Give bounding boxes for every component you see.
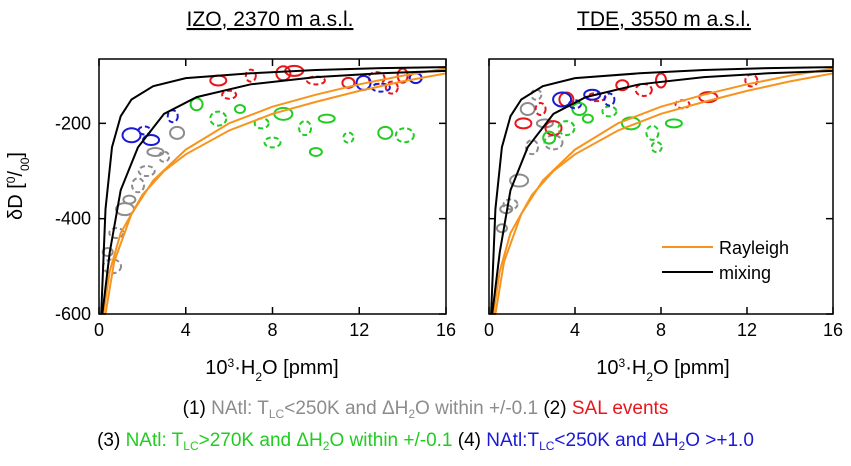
point-series-2-7 (342, 131, 355, 144)
point-series-0-1 (108, 226, 125, 239)
y-axis-label: δD [0/00] (4, 152, 32, 220)
point-series-2-10 (308, 146, 323, 157)
point-series-0-0 (495, 223, 508, 234)
point-series-3-0 (552, 91, 573, 108)
point-series-3-0 (121, 127, 142, 144)
point-series-1-1 (244, 68, 257, 83)
point-series-1-7 (221, 89, 238, 100)
point-series-1-4 (615, 79, 630, 92)
point-series-0-5 (530, 88, 543, 101)
point-series-2-0 (189, 97, 204, 112)
point-series-0-6 (519, 102, 536, 117)
point-series-0-3 (131, 177, 146, 194)
point-series-2-7 (650, 141, 663, 154)
point-series-2-3 (601, 105, 618, 118)
point-series-3-1 (568, 99, 582, 110)
x-tick-label: 16 (436, 320, 456, 340)
y-tick-label: -600 (55, 304, 91, 324)
point-series-2-5 (645, 124, 660, 141)
x-tick-label: 0 (484, 320, 494, 340)
curve-mixing-2 (100, 66, 446, 314)
curve-mixing-2 (490, 66, 833, 314)
point-series-2-2 (233, 104, 246, 115)
legend: Rayleigh mixing (662, 238, 789, 283)
point-series-2-5 (298, 120, 313, 137)
point-series-3-2 (583, 88, 602, 101)
caption-line-2: (3) NAtl: TLC>270K and ΔH2O within +/-0.… (97, 430, 754, 453)
curve-rayleigh-0 (102, 72, 446, 314)
point-series-2-8 (571, 102, 588, 117)
point-series-0-3 (525, 139, 539, 156)
point-series-2-2 (581, 113, 594, 124)
x-axis-label: 103·H2O [pmm] (596, 356, 729, 384)
point-series-1-8 (698, 91, 719, 104)
x-tick-label: 4 (181, 320, 191, 340)
y-tick-label: -200 (55, 113, 91, 133)
point-series-1-0 (514, 117, 533, 130)
curve-rayleigh-1 (104, 67, 446, 314)
point-series-2-0 (542, 130, 557, 145)
point-series-1-5 (634, 82, 653, 97)
point-series-0-1 (502, 198, 519, 211)
curve-rayleigh-1 (494, 67, 833, 314)
point-series-0-6 (169, 125, 186, 140)
point-series-2-6 (664, 118, 683, 129)
panel-tde: TDE, 3550 m a.s.l. 0 4 8 12 16 103·H2O [pmm]… (484, 8, 843, 384)
legend-label-mixing: mixing (719, 263, 771, 283)
point-series-0-5 (158, 150, 171, 163)
point-series-2-6 (317, 113, 336, 124)
legend-label-rayleigh: Rayleigh (719, 238, 789, 258)
point-series-1-6 (655, 72, 667, 89)
point-series-2-8 (377, 125, 394, 140)
point-series-2-1 (557, 120, 576, 137)
point-series-2-11 (263, 136, 282, 149)
point-series-1-1 (534, 102, 547, 117)
panel-title: TDE, 3550 m a.s.l. (577, 8, 751, 31)
point-series-0-2 (509, 173, 530, 188)
point-series-3-3 (603, 92, 616, 107)
y-tick-label: -400 (55, 209, 91, 229)
x-axis-label: 103·H2O [pmm] (205, 356, 338, 384)
x-tick-label: 12 (349, 320, 369, 340)
x-tick-label: 4 (570, 320, 580, 340)
x-tick-label: 0 (94, 320, 104, 340)
point-series-0-4 (146, 146, 165, 157)
x-tick-label: 8 (656, 320, 666, 340)
point-series-1-2 (275, 65, 292, 82)
x-tick-label: 16 (823, 320, 843, 340)
x-tick-label: 12 (737, 320, 757, 340)
caption-line-1: (1) NAtl: TLC<250K and ΔH2O within +/-0.… (182, 398, 669, 421)
curve-mixing-3 (101, 69, 446, 314)
point-series-1-9 (384, 80, 399, 95)
point-series-2-9 (394, 127, 415, 144)
point-series-1-3 (305, 75, 326, 86)
point-series-2-1 (209, 110, 228, 127)
point-series-0-8 (122, 194, 137, 205)
curve-mixing-3 (491, 69, 833, 314)
point-series-0-9 (137, 165, 156, 178)
figure: IZO, 2370 m a.s.l. 0 4 8 12 16 -600 -400 -200 1… (4, 8, 843, 384)
curve-rayleigh-0 (492, 72, 833, 314)
panel-title: IZO, 2370 m a.s.l. (187, 8, 354, 31)
point-series-0-0 (101, 247, 114, 258)
point-series-1-10 (544, 120, 563, 137)
panel-izo: IZO, 2370 m a.s.l. 0 4 8 12 16 -600 -400 -200 1… (4, 8, 456, 384)
x-tick-label: 8 (267, 320, 277, 340)
